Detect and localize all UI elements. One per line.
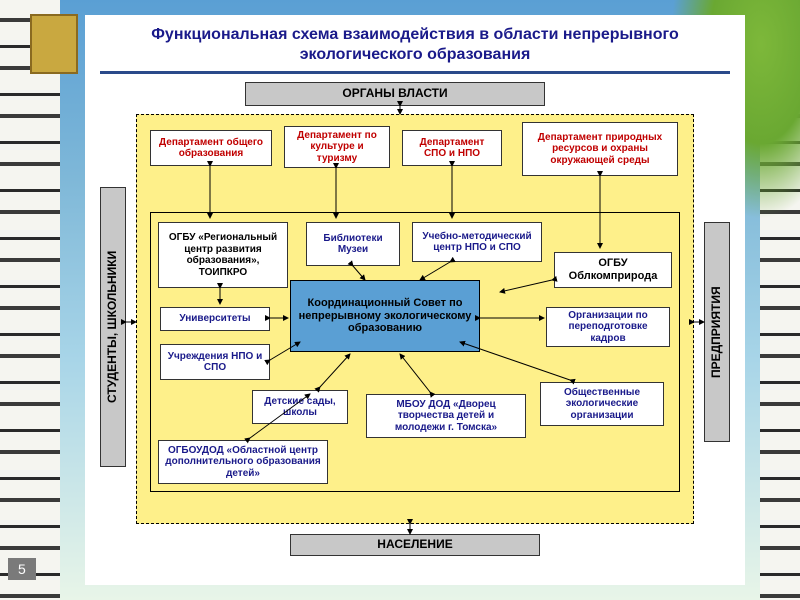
block-enterprises: ПРЕДПРИЯТИЯ: [704, 222, 730, 442]
title-divider: [100, 71, 730, 74]
birch-decoration-left: [0, 0, 60, 600]
coordination-council: Координационный Совет по непрерывному эк…: [290, 280, 480, 352]
block-authorities: ОРГАНЫ ВЛАСТИ: [245, 82, 545, 106]
block-students: СТУДЕНТЫ, ШКОЛЬНИКИ: [100, 187, 126, 467]
dept-culture: Департамент по культуре и туризму: [284, 126, 390, 168]
ogbu-regional-label: ОГБУ «Региональный центр развития образо…: [164, 232, 282, 278]
ogbu-oblkom: ОГБУ Облкомприрода: [554, 252, 672, 288]
eco-organizations: Общественные экологические организации: [540, 382, 664, 426]
universities: Университеты: [160, 307, 270, 331]
method-center: Учебно-методический центр НПО и СПО: [412, 222, 542, 262]
dept-resources: Департамент природных ресурсов и охраны …: [522, 122, 678, 176]
dept-education: Департамент общего образования: [150, 130, 272, 166]
block-population: НАСЕЛЕНИЕ: [290, 534, 540, 556]
slide-content: Функциональная схема взаимодействия в об…: [85, 15, 745, 585]
institutions-npo-spo: Учреждения НПО и СПО: [160, 344, 270, 380]
retraining-orgs: Организации по переподготовке кадров: [546, 307, 670, 347]
kindergartens-schools: Детские сады, школы: [252, 390, 348, 424]
youth-palace: МБОУ ДОД «Дворец творчества детей и моло…: [366, 394, 526, 438]
slide-title: Функциональная схема взаимодействия в об…: [100, 25, 730, 65]
regional-add-edu-center: ОГБОУДОД «Областной центр дополнительног…: [158, 440, 328, 484]
libraries-museums: Библиотеки Музеи: [306, 222, 400, 266]
functional-diagram: ОРГАНЫ ВЛАСТИ НАСЕЛЕНИЕ СТУДЕНТЫ, ШКОЛЬН…: [100, 82, 730, 562]
coat-of-arms-logo: [30, 14, 78, 74]
page-number: 5: [8, 558, 36, 580]
ogbu-regional: ОГБУ «Региональный центр развития образо…: [158, 222, 288, 288]
dept-spo-npo: Департамент СПО и НПО: [402, 130, 502, 166]
